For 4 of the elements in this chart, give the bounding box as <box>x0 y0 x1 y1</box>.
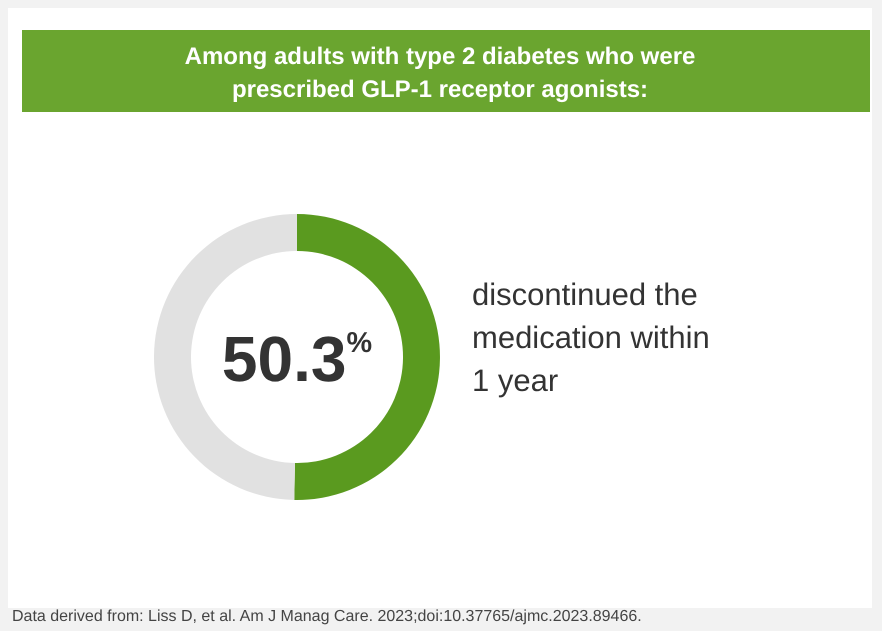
chart-title: Among adults with type 2 diabetes who were prescribed GLP-1 receptor agonists: <box>184 43 696 103</box>
data-label: 50.3$^{%}$ <box>222 323 372 395</box>
text: Data derived from: Liss D, et al. Am J Manag Care. 2023;doi:10.37765/ajmc.2023.89466. <box>12 608 642 625</box>
slice-label: discontinued the medication within 1 year <box>472 277 710 398</box>
